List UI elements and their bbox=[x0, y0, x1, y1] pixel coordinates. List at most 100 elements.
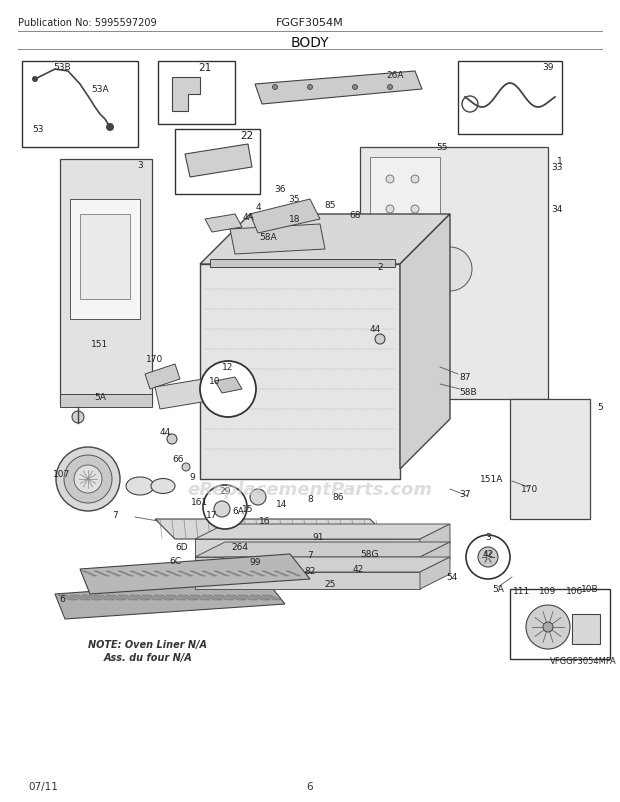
Polygon shape bbox=[262, 571, 277, 577]
Text: 86: 86 bbox=[332, 493, 343, 502]
Polygon shape bbox=[214, 595, 234, 600]
Polygon shape bbox=[250, 595, 270, 600]
Polygon shape bbox=[195, 539, 420, 559]
Text: 58B: 58B bbox=[459, 388, 477, 397]
Polygon shape bbox=[360, 148, 548, 399]
Bar bbox=[510, 589, 610, 659]
Polygon shape bbox=[178, 595, 198, 600]
Text: 5A: 5A bbox=[94, 393, 106, 402]
Polygon shape bbox=[60, 160, 152, 404]
Polygon shape bbox=[82, 571, 97, 577]
Polygon shape bbox=[380, 339, 420, 359]
Polygon shape bbox=[172, 78, 200, 111]
Text: 4: 4 bbox=[255, 203, 261, 213]
Text: 161: 161 bbox=[192, 498, 208, 507]
Text: 91: 91 bbox=[312, 533, 324, 542]
Text: 36: 36 bbox=[274, 185, 286, 194]
Text: 53: 53 bbox=[32, 125, 44, 134]
Bar bbox=[175, 130, 260, 195]
Polygon shape bbox=[195, 557, 450, 573]
Circle shape bbox=[375, 334, 385, 345]
Polygon shape bbox=[202, 595, 222, 600]
Text: Ass. du four N/A: Ass. du four N/A bbox=[104, 652, 192, 662]
Polygon shape bbox=[82, 595, 102, 600]
Text: VFGGF3054MFA: VFGGF3054MFA bbox=[549, 657, 616, 666]
Polygon shape bbox=[238, 571, 253, 577]
Text: 99: 99 bbox=[249, 558, 261, 567]
Polygon shape bbox=[130, 571, 145, 577]
Polygon shape bbox=[230, 225, 325, 255]
Text: 12: 12 bbox=[223, 363, 234, 372]
Text: 8: 8 bbox=[307, 495, 313, 504]
Polygon shape bbox=[420, 557, 450, 589]
Circle shape bbox=[167, 435, 177, 444]
Ellipse shape bbox=[151, 479, 175, 494]
Polygon shape bbox=[215, 378, 242, 394]
Text: 18: 18 bbox=[290, 215, 301, 225]
Polygon shape bbox=[106, 595, 126, 600]
Text: 58A: 58A bbox=[259, 233, 277, 242]
Text: 5: 5 bbox=[597, 403, 603, 412]
Circle shape bbox=[64, 456, 112, 504]
Polygon shape bbox=[195, 573, 420, 589]
Polygon shape bbox=[226, 571, 241, 577]
Polygon shape bbox=[195, 542, 450, 557]
Polygon shape bbox=[154, 595, 174, 600]
Text: 16: 16 bbox=[259, 516, 271, 526]
Text: 170: 170 bbox=[521, 485, 539, 494]
Polygon shape bbox=[226, 595, 246, 600]
Text: 82: 82 bbox=[304, 567, 316, 576]
Polygon shape bbox=[94, 595, 114, 600]
Text: 170: 170 bbox=[146, 355, 164, 364]
Text: 3: 3 bbox=[485, 533, 491, 542]
Polygon shape bbox=[106, 571, 121, 577]
Polygon shape bbox=[190, 595, 210, 600]
Circle shape bbox=[386, 206, 394, 214]
Circle shape bbox=[388, 85, 392, 91]
Text: 10B: 10B bbox=[581, 585, 599, 593]
Polygon shape bbox=[195, 525, 450, 539]
Polygon shape bbox=[274, 571, 289, 577]
Text: 22: 22 bbox=[241, 131, 254, 141]
Polygon shape bbox=[238, 595, 258, 600]
Text: 39: 39 bbox=[542, 63, 554, 72]
Text: 6: 6 bbox=[59, 595, 65, 604]
Polygon shape bbox=[166, 571, 181, 577]
Circle shape bbox=[428, 248, 472, 292]
Ellipse shape bbox=[126, 477, 154, 496]
Text: 33: 33 bbox=[551, 164, 563, 172]
Polygon shape bbox=[420, 542, 450, 574]
Polygon shape bbox=[130, 595, 150, 600]
Circle shape bbox=[353, 85, 358, 91]
Circle shape bbox=[200, 362, 256, 418]
Circle shape bbox=[214, 501, 230, 517]
Circle shape bbox=[106, 124, 114, 132]
Text: 21: 21 bbox=[198, 63, 211, 73]
Polygon shape bbox=[195, 557, 420, 574]
Polygon shape bbox=[255, 72, 422, 105]
Text: 6C: 6C bbox=[169, 557, 181, 565]
Circle shape bbox=[74, 465, 102, 493]
Polygon shape bbox=[510, 399, 590, 520]
Polygon shape bbox=[200, 215, 450, 265]
Text: BODY: BODY bbox=[291, 36, 329, 50]
Text: 7: 7 bbox=[112, 511, 118, 520]
Polygon shape bbox=[142, 595, 162, 600]
Text: 35: 35 bbox=[288, 195, 299, 205]
Polygon shape bbox=[420, 525, 450, 559]
Circle shape bbox=[411, 206, 419, 214]
Text: 44: 44 bbox=[370, 325, 381, 334]
Circle shape bbox=[182, 464, 190, 472]
Text: 68: 68 bbox=[349, 210, 361, 219]
Polygon shape bbox=[70, 200, 140, 320]
Bar bbox=[458, 62, 562, 135]
Polygon shape bbox=[185, 145, 252, 178]
Polygon shape bbox=[118, 571, 133, 577]
Text: 107: 107 bbox=[53, 470, 71, 479]
Circle shape bbox=[56, 448, 120, 512]
Polygon shape bbox=[200, 265, 400, 480]
Text: 151: 151 bbox=[91, 340, 108, 349]
Text: 14: 14 bbox=[277, 500, 288, 508]
Polygon shape bbox=[55, 579, 285, 619]
Text: 10: 10 bbox=[210, 377, 221, 386]
